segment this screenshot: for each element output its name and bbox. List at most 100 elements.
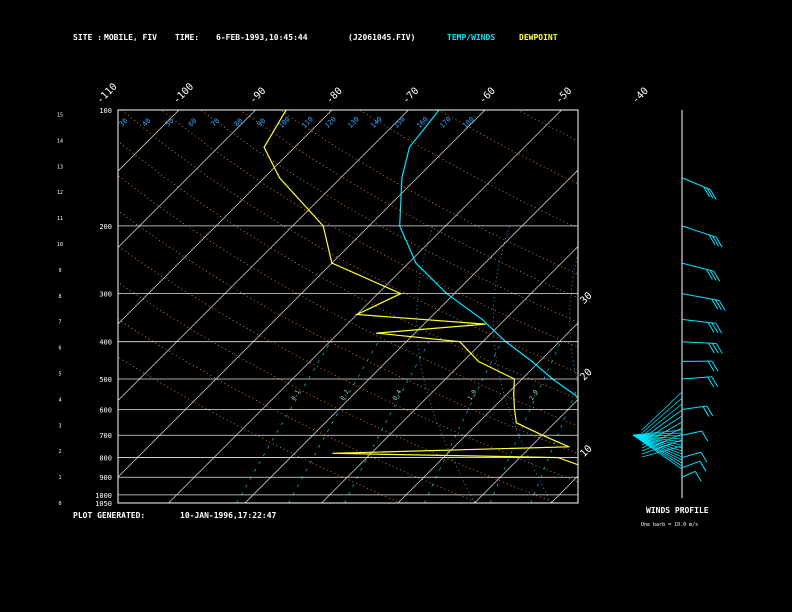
pressure-tick-label: 300 [99,291,112,299]
wind-fan-line [632,434,683,449]
dry-adiabat-line [279,110,578,275]
isotherm-line [628,110,792,503]
wind-barb-shaft [681,460,701,469]
wind-barb-flag [715,323,723,334]
wind-fan-line-upper [641,439,683,455]
wind-barb-flag [706,405,714,417]
isotherm-line [118,110,256,248]
wind-barb-flag [713,270,721,282]
wind-barb-shaft [681,318,716,324]
right-temp-tick-label: 30 [578,290,594,306]
site-value: MOBILE, FIV [104,33,157,42]
isotherm-line [0,110,103,503]
moist-adiabat-line [723,226,781,503]
wind-barb-flag [711,360,719,372]
wind-barb-shaft [681,405,707,410]
mixing-ratio-line [719,342,766,503]
winds-barb-note: One barb = 10.0 m/s [641,522,699,528]
mixing-ratio-line [344,341,430,503]
wind-fan-line [632,429,683,436]
theta-label: 130 [346,115,361,130]
pressure-tick-label: 100 [99,107,112,115]
plot-generated-label: PLOT GENERATED: [73,511,146,520]
theta-label: 90 [256,117,268,129]
dewpoint-profile-line-point [658,494,659,495]
top-temp-tick-label: -110 [95,81,120,106]
pressure-tick-label: 500 [99,376,112,384]
temperature-profile-line-point [630,446,631,447]
isotherm-line [0,110,26,503]
pressure-tick-label: 800 [99,455,112,463]
wind-fan-line [632,434,683,437]
dry-adiabat-line [118,245,578,483]
wind-fan-line [632,434,683,461]
dewpoint-profile-line-point [607,477,608,478]
wind-barb-flag [711,298,719,310]
height-tick-label: 13 [57,164,63,170]
winds-profile-title: WINDS PROFILE [646,506,709,515]
plot-generated-time: 10-JAN-1996,17:22:47 [180,511,277,520]
mixing-ratio-line [746,342,790,503]
isotherm-line [474,399,578,503]
height-tick-label: 12 [57,190,63,196]
isotherm-line [118,110,333,325]
dewpoint-profile-line-point [628,486,629,487]
pressure-tick-label: 600 [99,406,112,414]
temperature-profile-line-point [689,494,690,495]
dry-adiabat-line [240,110,578,299]
mixing-ratio-label: 0.1 [290,388,302,401]
wind-fan-line [632,434,683,464]
wind-barb-shaft [681,470,696,478]
mixing-ratio-line [288,341,379,503]
isotherm-line [168,110,562,503]
moist-adiabat-line [492,225,552,503]
top-temp-tick-label: -100 [171,81,196,106]
mixing-ratio-label: 2.0 [528,388,540,401]
top-temp-tick-label: -50 [554,86,575,107]
theta-label: 60 [187,117,199,129]
height-tick-label: 1 [58,475,61,481]
right-temp-tick-label: 10 [578,443,594,459]
wind-barb-flag [707,342,715,354]
isotherm-line [397,322,578,503]
pressure-tick-label: 1000 [95,492,112,500]
top-temp-tick-label: -90 [248,86,269,107]
height-tick-label: 10 [57,242,63,248]
dry-adiabat-line [118,281,557,503]
theta-label: 80 [233,117,245,129]
dry-adiabat-line [200,110,578,323]
mixing-ratio-line [489,341,562,503]
wind-barb-shaft [681,430,702,436]
height-tick-label: 2 [58,449,61,455]
theta-label: 120 [323,115,338,130]
top-temp-tick-label: -80 [324,86,345,107]
isotherm-line [244,169,578,503]
wind-fan-line-upper [641,409,683,440]
dewpoint-profile-line-point [515,422,518,424]
legend-dewpoint: DEWPOINT [519,33,558,42]
height-tick-label: 5 [58,372,61,378]
wind-fan-line [632,434,683,458]
wind-barb-flag [708,234,716,246]
temperature-profile-line-point [662,467,663,468]
theta-label: 110 [300,115,315,130]
temperature-profile-line-point [618,435,619,436]
theta-label: 140 [369,115,384,130]
wind-barb-flag [699,460,707,472]
wind-barb-flag [706,188,714,199]
theta-label: 180 [461,115,476,130]
wind-fan-line-upper [641,445,683,458]
wind-barb-flag [715,343,723,354]
dewpoint-profile-line-point [484,323,486,325]
pressure-tick-label: 700 [99,432,112,440]
theta-label: 50 [164,117,176,129]
wind-fan-line [632,434,683,467]
mixing-ratio-label: 0.4 [392,388,404,401]
isotherm-line [781,110,792,503]
plot-frame [117,109,579,504]
top-temp-tick-label: -70 [401,86,422,107]
temperature-profile-line-point [401,177,403,179]
height-tick-label: 9 [58,268,61,274]
wind-barb-flag [715,236,723,248]
dry-adiabat-line [118,140,578,400]
